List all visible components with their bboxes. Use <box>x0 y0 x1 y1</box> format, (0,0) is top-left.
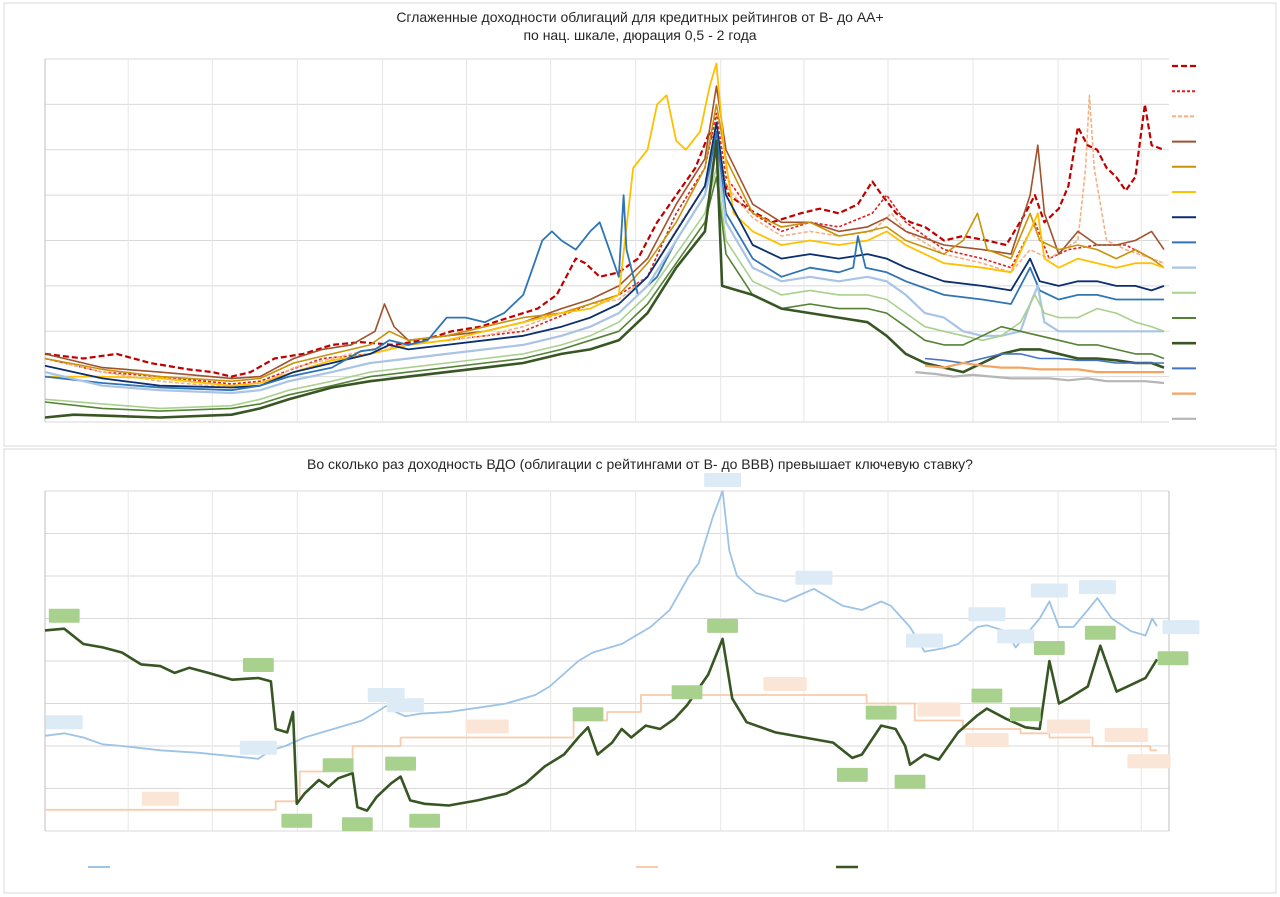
ratio-data-label <box>865 705 897 720</box>
yield-data-label <box>968 607 1006 622</box>
ratio-data-label-bg <box>341 817 373 832</box>
rate-data-label <box>917 702 961 717</box>
ratio-data-label <box>971 688 1003 703</box>
ratio-data-label-bg <box>242 658 274 672</box>
top-series-line-BBB <box>44 130 1164 392</box>
ratio-data-label <box>671 685 703 700</box>
ratio-data-label-bg <box>48 608 80 623</box>
yield-data-label <box>239 740 277 755</box>
rate-data-label-bg <box>1127 754 1171 769</box>
ratio-data-label <box>836 767 868 782</box>
ratio-data-label <box>48 608 80 623</box>
rate-data-label <box>1104 728 1148 742</box>
top-series-line-A+ <box>44 139 1165 419</box>
rate-data-label <box>141 791 179 806</box>
ratio-data-label-bg <box>1157 651 1189 666</box>
yield-data-label-bg <box>1162 620 1200 635</box>
yield-data-label-bg <box>45 715 83 730</box>
yield-data-label <box>1030 583 1068 598</box>
top-chart-subtitle: по нац. шкале, дюрация 0,5 - 2 года <box>523 27 756 43</box>
top-chart-legend <box>1172 64 1196 420</box>
ratio-data-label <box>1084 625 1116 640</box>
ratio-data-label <box>894 774 926 789</box>
ratio-data-label-bg <box>409 813 441 828</box>
ratio-data-label <box>242 658 274 672</box>
top-chart-series <box>44 62 1165 419</box>
ratio-data-label-bg <box>281 813 313 828</box>
ratio-data-label-bg <box>322 758 354 773</box>
top-series-line-A- <box>44 167 1165 410</box>
ratio-data-label <box>385 756 417 771</box>
yield-data-label-bg <box>704 473 742 487</box>
ratio-data-label <box>341 817 373 832</box>
yield-data-label-bg <box>905 633 943 648</box>
top-series-line-BBB+ <box>44 148 1164 395</box>
ratio-data-label-bg <box>572 707 604 722</box>
top-series-line-BBB- <box>44 121 1165 389</box>
bottom-series-line-2 <box>44 627 1159 812</box>
ratio-data-label-bg <box>1084 625 1116 640</box>
yield-data-label <box>1078 580 1116 595</box>
rate-data-label-bg <box>917 702 961 717</box>
ratio-data-label-bg <box>707 618 738 633</box>
yield-data-label-bg <box>795 570 833 585</box>
ratio-data-label <box>322 758 354 773</box>
ratio-data-label-bg <box>894 774 926 789</box>
ratio-data-label <box>281 813 313 828</box>
yield-data-label <box>45 715 83 730</box>
yield-data-label <box>1162 620 1200 635</box>
yield-data-label-bg <box>386 698 424 713</box>
yield-data-label <box>704 473 742 487</box>
rate-data-label-bg <box>465 719 509 734</box>
rate-data-label <box>465 719 509 734</box>
yield-data-label <box>997 629 1035 644</box>
rate-data-label-bg <box>1104 728 1148 742</box>
top-series-line-BB+ <box>45 62 1165 387</box>
top-series-line-AA <box>924 361 1164 374</box>
bottom-panel-frame <box>3 448 1277 894</box>
yield-data-label-bg <box>997 629 1035 644</box>
ratio-data-label <box>1033 641 1065 655</box>
top-series-line-BB- <box>44 85 1165 380</box>
top-series-line-B+ <box>44 94 1165 389</box>
top-chart-title: Сглаженные доходности облигаций для кред… <box>396 9 883 25</box>
ratio-data-label <box>707 618 738 633</box>
ratio-data-label <box>409 813 441 828</box>
ratio-data-label-bg <box>865 705 897 720</box>
top-series-line-AA- <box>924 353 1164 364</box>
ratio-data-label-bg <box>1009 707 1041 722</box>
bottom-chart-title: Во сколько раз доходность ВДО (облигации… <box>307 456 973 472</box>
top-series-line-AA+ <box>915 371 1165 385</box>
rate-data-label <box>1127 754 1171 769</box>
ratio-data-label-bg <box>836 767 868 782</box>
ratio-data-label-bg <box>971 688 1003 703</box>
ratio-data-label <box>572 707 604 722</box>
ratio-data-label <box>1009 707 1041 722</box>
yield-data-label <box>905 633 943 648</box>
rate-data-label <box>1046 719 1091 734</box>
yield-data-label-bg <box>1078 580 1116 595</box>
ratio-data-label-bg <box>1033 641 1065 655</box>
yield-data-label-bg <box>968 607 1006 622</box>
rate-data-label-bg <box>965 733 1009 747</box>
yield-data-label-bg <box>1030 583 1068 598</box>
bottom-chart-data-labels <box>45 473 1200 832</box>
rate-data-label-bg <box>1046 719 1091 734</box>
rate-data-label <box>763 677 807 691</box>
ratio-data-label-bg <box>671 685 703 700</box>
ratio-data-label-bg <box>385 756 417 771</box>
yield-data-label <box>386 698 424 713</box>
rate-data-label <box>965 733 1009 747</box>
ratio-data-label <box>1157 651 1189 666</box>
rate-data-label-bg <box>141 791 179 806</box>
yield-data-label-bg <box>239 740 277 755</box>
rate-data-label-bg <box>763 677 807 691</box>
yield-data-label <box>795 570 833 585</box>
